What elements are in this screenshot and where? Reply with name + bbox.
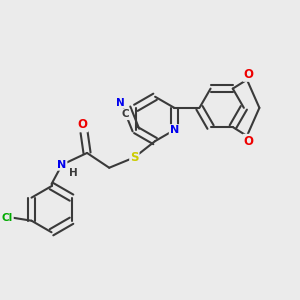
Text: Cl: Cl [2,213,13,223]
Text: O: O [243,68,254,81]
Text: O: O [78,118,88,131]
Text: H: H [69,168,77,178]
Text: O: O [243,135,254,148]
Text: S: S [130,151,139,164]
Text: N: N [170,125,179,135]
Text: C: C [122,109,130,119]
Text: N: N [116,98,125,107]
Text: N: N [57,160,67,170]
